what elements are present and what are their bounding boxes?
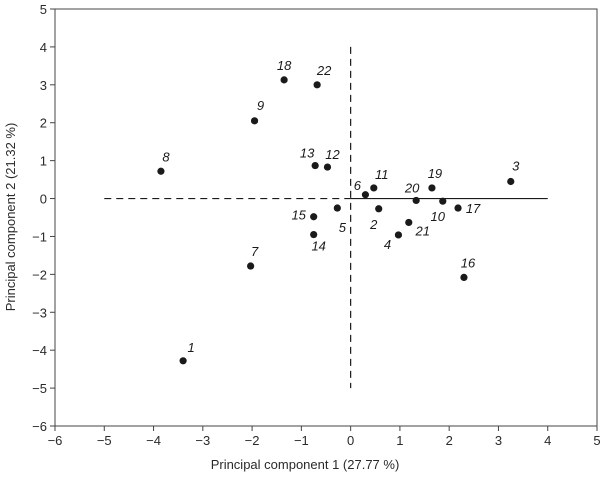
x-tick-label: −6 xyxy=(48,433,63,448)
x-tick-label: −5 xyxy=(97,433,112,448)
x-axis: −6 −5 −4 −3 −2 −1 0 1 2 3 4 5 xyxy=(48,426,601,448)
data-point-label-19: 19 xyxy=(428,166,442,181)
x-tick-label: 3 xyxy=(495,433,502,448)
y-tick-label: −2 xyxy=(32,267,47,282)
y-tick-label: 5 xyxy=(40,2,47,17)
data-point-label-14: 14 xyxy=(311,239,325,254)
x-tick-label: 1 xyxy=(396,433,403,448)
data-point-label-18: 18 xyxy=(277,58,292,73)
data-point-11 xyxy=(370,184,378,192)
data-point-10 xyxy=(439,197,447,205)
data-point-label-11: 11 xyxy=(375,167,389,182)
plot-frame xyxy=(54,8,598,427)
data-point-label-6: 6 xyxy=(354,178,362,193)
data-point-9 xyxy=(250,117,259,125)
y-tick-label: −5 xyxy=(32,381,47,396)
data-point-14 xyxy=(310,230,318,239)
x-axis-title: Principal component 1 (27.77 %) xyxy=(211,457,400,472)
y-tick-label: 4 xyxy=(40,40,47,55)
data-point-3 xyxy=(507,177,515,186)
data-point-label-22: 22 xyxy=(316,63,332,78)
data-point-label-1: 1 xyxy=(187,340,194,355)
reference-lines xyxy=(104,46,548,389)
x-tick-label: 2 xyxy=(446,433,453,448)
data-point-label-16: 16 xyxy=(461,255,476,270)
data-point-19 xyxy=(428,184,436,192)
data-point-16 xyxy=(460,273,468,281)
x-tick-label: 4 xyxy=(544,433,551,448)
y-tick-label: −4 xyxy=(32,343,47,358)
data-point-label-7: 7 xyxy=(251,244,259,259)
data-point-7 xyxy=(247,262,255,270)
data-point-label-4: 4 xyxy=(384,237,391,252)
data-point-label-9: 9 xyxy=(257,98,264,113)
data-point-1 xyxy=(179,357,187,365)
y-tick-label: −6 xyxy=(32,419,47,434)
y-tick-label: 2 xyxy=(40,116,47,131)
data-point-5 xyxy=(333,204,341,212)
data-point-4 xyxy=(394,231,403,239)
data-point-20 xyxy=(412,196,420,205)
x-tick-label: −1 xyxy=(294,433,309,448)
data-point-label-13: 13 xyxy=(300,146,315,161)
data-point-6 xyxy=(361,191,370,199)
data-point-12 xyxy=(323,163,332,171)
y-tick-label: −3 xyxy=(32,305,47,320)
data-point-label-5: 5 xyxy=(339,220,347,235)
y-tick-label: 1 xyxy=(40,154,47,169)
y-tick-label: 0 xyxy=(40,192,47,207)
x-tick-label: −2 xyxy=(245,433,260,448)
x-tick-label: −3 xyxy=(195,433,210,448)
data-point-label-17: 17 xyxy=(466,201,481,216)
y-tick-label: −1 xyxy=(32,229,47,244)
x-tick-label: 0 xyxy=(347,433,354,448)
data-point-label-21: 21 xyxy=(415,223,430,238)
y-axis-title: Principal component 2 (21.32 %) xyxy=(3,123,18,312)
data-point-22 xyxy=(313,81,321,89)
data-point-label-10: 10 xyxy=(431,209,446,224)
data-point-8 xyxy=(157,167,165,175)
y-axis: −6 −5 −4 −3 −2 −1 0 1 2 3 4 5 xyxy=(32,2,55,434)
y-tick-label: 3 xyxy=(40,78,47,93)
data-point-18 xyxy=(280,76,288,84)
x-tick-label: 5 xyxy=(593,433,600,448)
data-point-2 xyxy=(375,205,383,213)
x-tick-label: −4 xyxy=(146,433,161,448)
data-point-label-20: 20 xyxy=(404,180,420,195)
data-point-13 xyxy=(311,161,319,170)
data-point-label-2: 2 xyxy=(369,217,378,232)
data-point-15 xyxy=(310,213,318,221)
data-point-21 xyxy=(405,218,413,227)
data-point-label-12: 12 xyxy=(325,147,340,162)
data-point-label-3: 3 xyxy=(512,158,520,173)
data-point-17 xyxy=(454,204,462,212)
data-point-label-15: 15 xyxy=(291,208,306,223)
data-point-label-8: 8 xyxy=(162,149,170,164)
